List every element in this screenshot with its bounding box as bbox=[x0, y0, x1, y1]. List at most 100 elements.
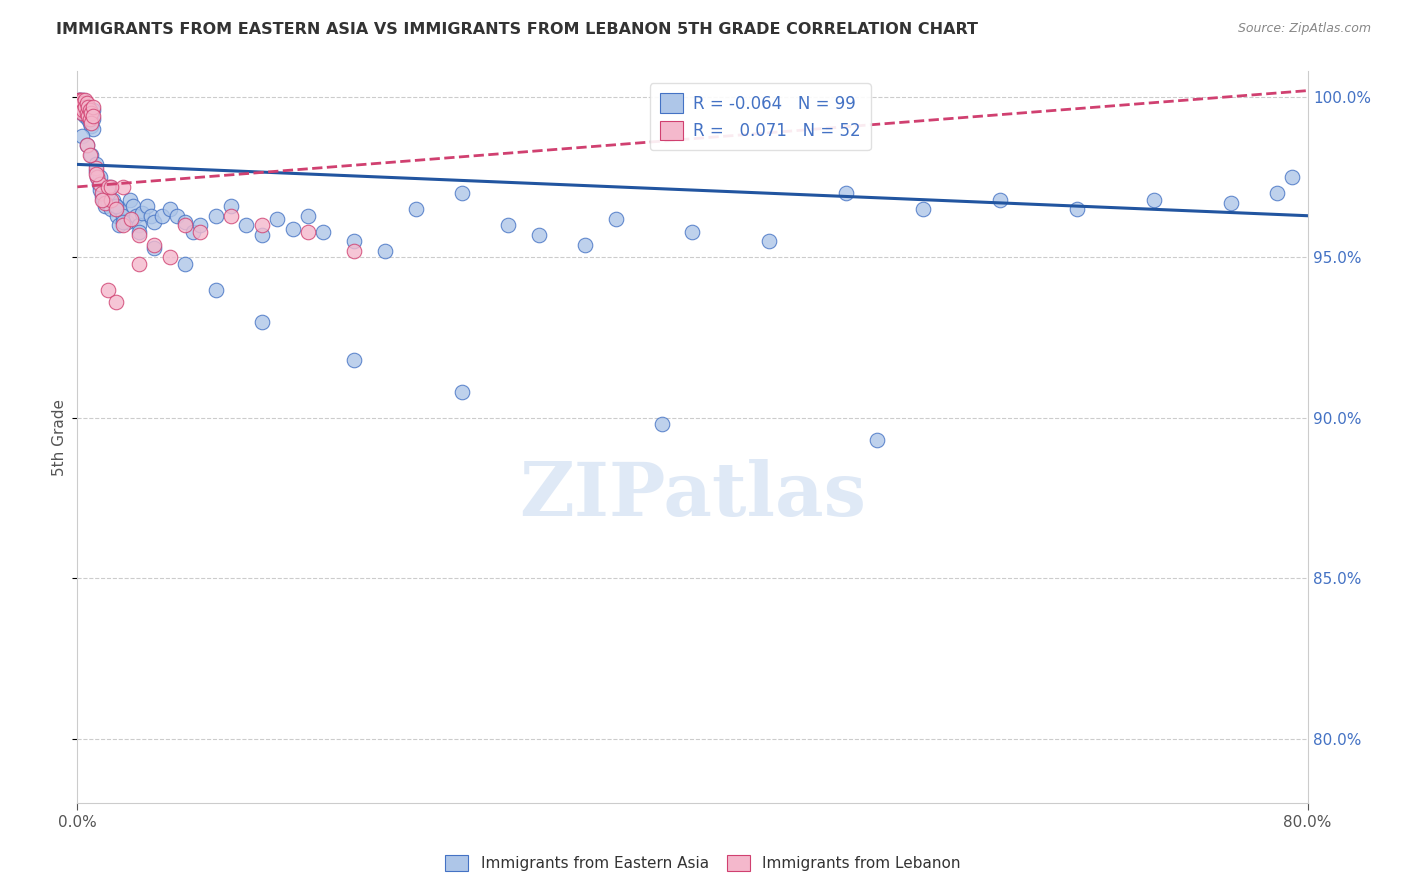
Point bbox=[80, 116, 103, 130]
Point bbox=[67, 96, 90, 111]
Point bbox=[77, 109, 100, 123]
Point bbox=[72, 103, 94, 117]
Point bbox=[235, 219, 257, 233]
Point bbox=[1265, 186, 1288, 201]
Point bbox=[82, 109, 104, 123]
Point bbox=[174, 219, 197, 233]
Point bbox=[70, 100, 93, 114]
Point bbox=[496, 219, 519, 233]
Point bbox=[69, 100, 91, 114]
Point bbox=[1066, 202, 1088, 217]
Point bbox=[143, 241, 166, 255]
Point bbox=[219, 209, 242, 223]
Point bbox=[70, 96, 93, 111]
Point bbox=[150, 209, 173, 223]
Point bbox=[204, 283, 226, 297]
Point bbox=[89, 183, 111, 197]
Point bbox=[67, 93, 90, 107]
Text: Source: ZipAtlas.com: Source: ZipAtlas.com bbox=[1237, 22, 1371, 36]
Point bbox=[77, 112, 100, 127]
Point bbox=[115, 215, 138, 229]
Point bbox=[100, 179, 122, 194]
Point bbox=[76, 100, 98, 114]
Point bbox=[450, 385, 472, 400]
Point bbox=[76, 96, 98, 111]
Point bbox=[125, 209, 148, 223]
Point bbox=[69, 96, 91, 111]
Point bbox=[112, 215, 135, 229]
Point bbox=[82, 103, 104, 117]
Point bbox=[297, 209, 319, 223]
Point bbox=[110, 202, 132, 217]
Point bbox=[912, 202, 935, 217]
Point bbox=[128, 219, 150, 233]
Point bbox=[69, 103, 91, 117]
Point bbox=[84, 157, 107, 171]
Point bbox=[70, 128, 93, 143]
Point bbox=[100, 202, 122, 217]
Point bbox=[343, 244, 366, 258]
Y-axis label: 5th Grade: 5th Grade bbox=[52, 399, 67, 475]
Point bbox=[374, 244, 396, 258]
Point bbox=[67, 93, 90, 107]
Text: ZIPatlas: ZIPatlas bbox=[519, 459, 866, 533]
Point bbox=[297, 225, 319, 239]
Point bbox=[219, 199, 242, 213]
Point bbox=[82, 112, 104, 127]
Point bbox=[143, 215, 166, 229]
Point bbox=[343, 353, 366, 368]
Point bbox=[70, 93, 93, 107]
Point bbox=[73, 100, 96, 114]
Point bbox=[70, 106, 93, 120]
Point bbox=[343, 235, 366, 249]
Point bbox=[128, 227, 150, 242]
Point bbox=[76, 138, 98, 153]
Legend: Immigrants from Eastern Asia, Immigrants from Lebanon: Immigrants from Eastern Asia, Immigrants… bbox=[439, 849, 967, 877]
Legend: R = -0.064   N = 99, R =   0.071   N = 52: R = -0.064 N = 99, R = 0.071 N = 52 bbox=[650, 83, 870, 150]
Point bbox=[69, 103, 91, 117]
Point bbox=[77, 103, 100, 117]
Point bbox=[73, 109, 96, 123]
Text: IMMIGRANTS FROM EASTERN ASIA VS IMMIGRANTS FROM LEBANON 5TH GRADE CORRELATION CH: IMMIGRANTS FROM EASTERN ASIA VS IMMIGRAN… bbox=[56, 22, 979, 37]
Point bbox=[141, 209, 163, 223]
Point bbox=[84, 163, 107, 178]
Point bbox=[94, 195, 117, 210]
Point bbox=[67, 100, 90, 114]
Point bbox=[67, 103, 90, 117]
Point bbox=[112, 179, 135, 194]
Point bbox=[79, 103, 101, 117]
Point bbox=[266, 211, 288, 226]
Point bbox=[527, 227, 550, 242]
Point bbox=[174, 257, 197, 271]
Point bbox=[112, 209, 135, 223]
Point bbox=[204, 209, 226, 223]
Point bbox=[82, 122, 104, 136]
Point bbox=[131, 205, 153, 219]
Point bbox=[682, 225, 704, 239]
Point bbox=[250, 219, 273, 233]
Point bbox=[84, 167, 107, 181]
Point bbox=[166, 209, 188, 223]
Point bbox=[97, 195, 120, 210]
Point bbox=[104, 295, 127, 310]
Point bbox=[143, 237, 166, 252]
Point bbox=[72, 96, 94, 111]
Point bbox=[89, 177, 111, 191]
Point bbox=[80, 109, 103, 123]
Point bbox=[1143, 193, 1166, 207]
Point bbox=[988, 193, 1011, 207]
Point bbox=[105, 209, 128, 223]
Point bbox=[72, 93, 94, 107]
Point bbox=[120, 211, 142, 226]
Point bbox=[90, 186, 114, 201]
Point bbox=[97, 186, 120, 201]
Point bbox=[605, 211, 627, 226]
Point bbox=[89, 170, 111, 185]
Point bbox=[108, 219, 131, 233]
Point bbox=[80, 106, 103, 120]
Point bbox=[67, 96, 90, 111]
Point bbox=[79, 116, 101, 130]
Point bbox=[112, 219, 135, 233]
Point bbox=[312, 225, 335, 239]
Point bbox=[97, 179, 120, 194]
